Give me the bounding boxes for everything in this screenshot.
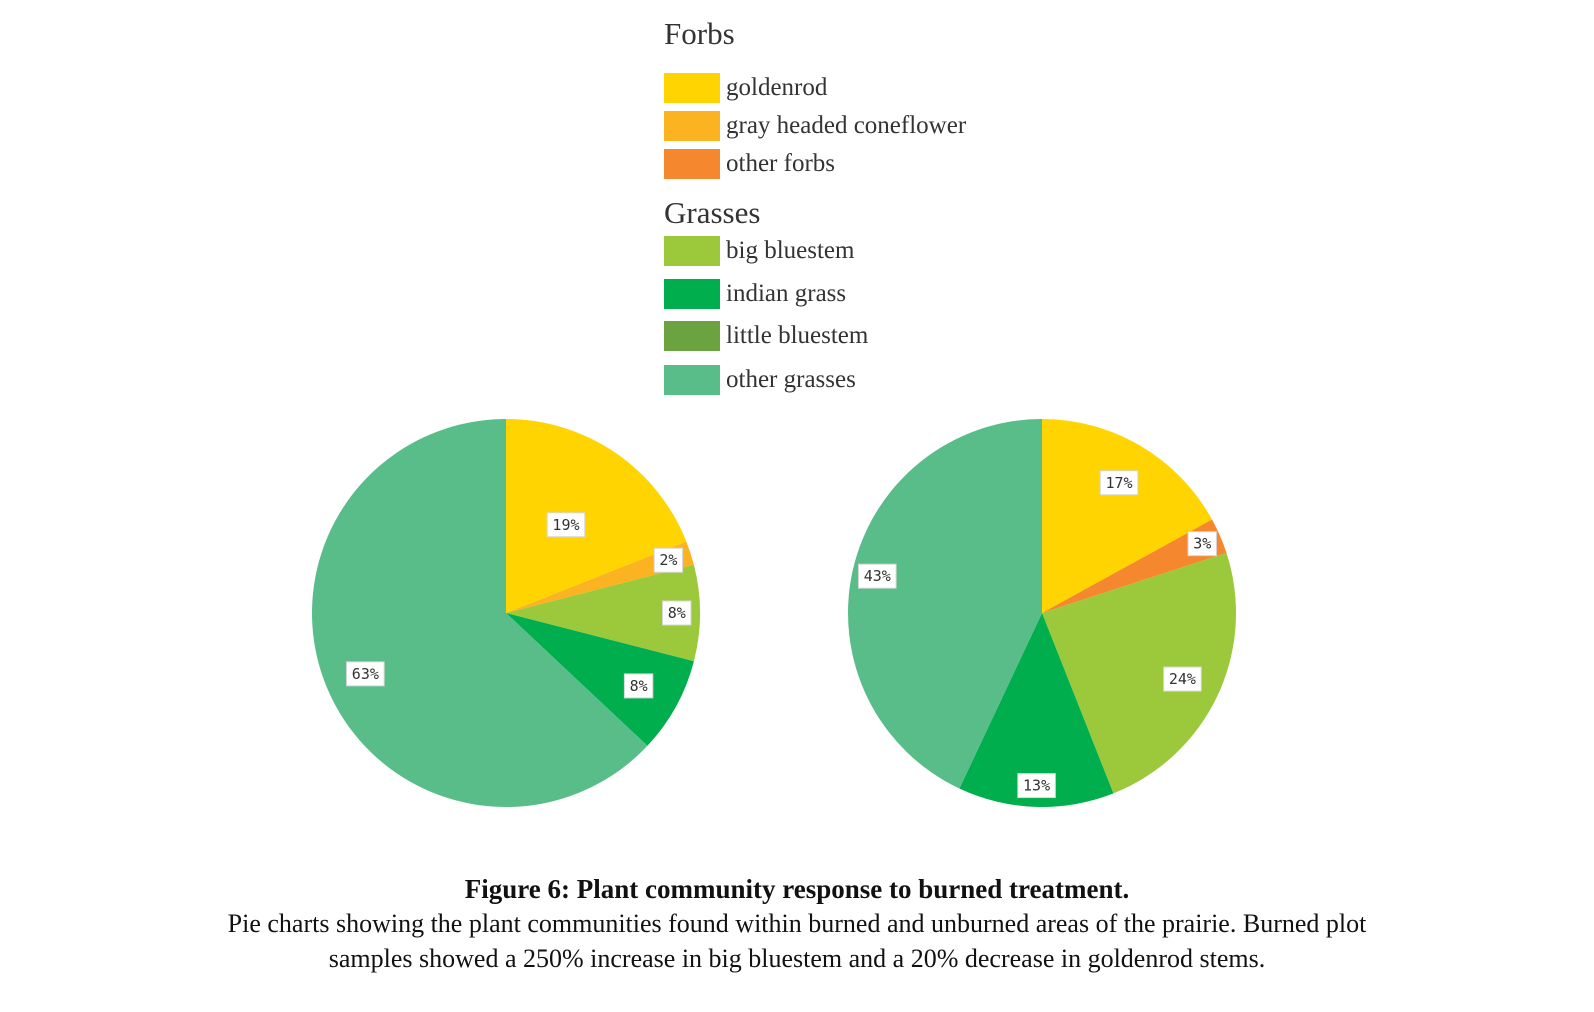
legend-item-gray-headed-coneflower: gray headed coneflower — [664, 108, 966, 144]
data-label-box — [1187, 531, 1217, 557]
data-label-big-bluestem: 8% — [662, 600, 692, 626]
data-label-other-grasses: 63% — [346, 661, 385, 687]
legend-label: little bluestem — [726, 322, 869, 349]
pie-chart-burned: 17% 3% 24% 13% 43% — [848, 419, 1236, 807]
data-label-indian-grass: 8% — [623, 673, 654, 699]
legend-label: indian grass — [726, 280, 847, 307]
pie-slice-goldenrod — [1042, 419, 1213, 613]
pie-slice-big-bluestem — [1042, 553, 1236, 794]
pie-slice-indian-grass — [506, 613, 694, 746]
data-label-box — [623, 673, 654, 699]
data-label-text: 24% — [1169, 670, 1196, 688]
legend-label: gray headed coneflower — [726, 112, 967, 139]
pie-slice-gray-headed-coneflower — [506, 541, 694, 613]
data-label-big-bluestem: 24% — [1163, 666, 1202, 692]
legend-swatch — [664, 321, 720, 351]
data-label-text: 8% — [630, 677, 648, 695]
pie-slice-other-grasses — [848, 419, 1042, 789]
caption-line-1: Pie charts showing the plant communities… — [227, 909, 1367, 938]
legend-item-other-forbs: other forbs — [664, 146, 835, 182]
data-label-text: 17% — [1105, 474, 1132, 492]
pie-slice-other-grasses — [311, 419, 648, 807]
figure-caption: Figure 6: Plant community response to bu… — [0, 872, 1594, 976]
data-label-text: 19% — [552, 516, 579, 534]
data-label-text: 13% — [1023, 777, 1050, 795]
data-label-box — [1163, 666, 1202, 692]
legend-swatch — [664, 236, 720, 266]
pie-slice-big-bluestem — [506, 564, 701, 662]
legend-label: other grasses — [726, 366, 856, 393]
data-label-text: 63% — [352, 665, 379, 683]
data-label-indian-grass: 13% — [1017, 773, 1056, 799]
pie-slice-other-forbs — [1042, 519, 1227, 613]
data-label-text: 43% — [864, 567, 891, 585]
pie-slice-indian-grass — [959, 613, 1114, 807]
legend-item-goldenrod: goldenrod — [664, 70, 827, 106]
data-label-goldenrod: 17% — [1099, 470, 1139, 496]
data-label-box — [546, 512, 586, 538]
legend-swatch — [664, 73, 720, 103]
data-label-other-grasses: 43% — [857, 563, 897, 589]
data-label-box — [1099, 470, 1139, 496]
caption-title: Figure 6: Plant community response to bu… — [464, 874, 1130, 904]
legend-swatch — [664, 149, 720, 179]
data-label-other-forbs: 3% — [1187, 531, 1217, 557]
legend-swatch — [664, 279, 720, 309]
legend-heading-forbs: Forbs — [664, 16, 735, 51]
data-label-box — [662, 600, 692, 626]
data-label-goldenrod: 19% — [546, 512, 586, 538]
data-label-box — [653, 547, 684, 573]
pie-charts: 19% 2% 8% 8% 63% 17% 3% 24% 13% 43% — [311, 419, 1236, 807]
legend-label: goldenrod — [726, 74, 828, 101]
legend-item-other-grasses: other grasses — [664, 362, 856, 398]
pie-chart-unburned: 19% 2% 8% 8% 63% — [311, 419, 701, 807]
legend-swatch — [664, 111, 720, 141]
legend-label: big bluestem — [726, 237, 855, 264]
legend-item-big-bluestem: big bluestem — [664, 233, 854, 269]
data-label-box — [1017, 773, 1056, 799]
data-label-gray-headed-coneflower: 2% — [653, 547, 684, 573]
data-label-box — [857, 563, 897, 589]
data-label-text: 8% — [668, 604, 686, 622]
legend-heading-grasses: Grasses — [664, 195, 761, 230]
data-label-box — [346, 661, 385, 687]
legend-item-indian-grass: indian grass — [664, 276, 846, 312]
legend-swatch — [664, 365, 720, 395]
legend-item-little-bluestem: little bluestem — [664, 318, 868, 354]
caption-line-2: samples showed a 250% increase in big bl… — [328, 944, 1266, 973]
data-label-text: 2% — [659, 551, 677, 569]
legend-label: other forbs — [726, 150, 835, 177]
pie-slice-goldenrod — [506, 419, 687, 613]
data-label-text: 3% — [1193, 535, 1211, 553]
